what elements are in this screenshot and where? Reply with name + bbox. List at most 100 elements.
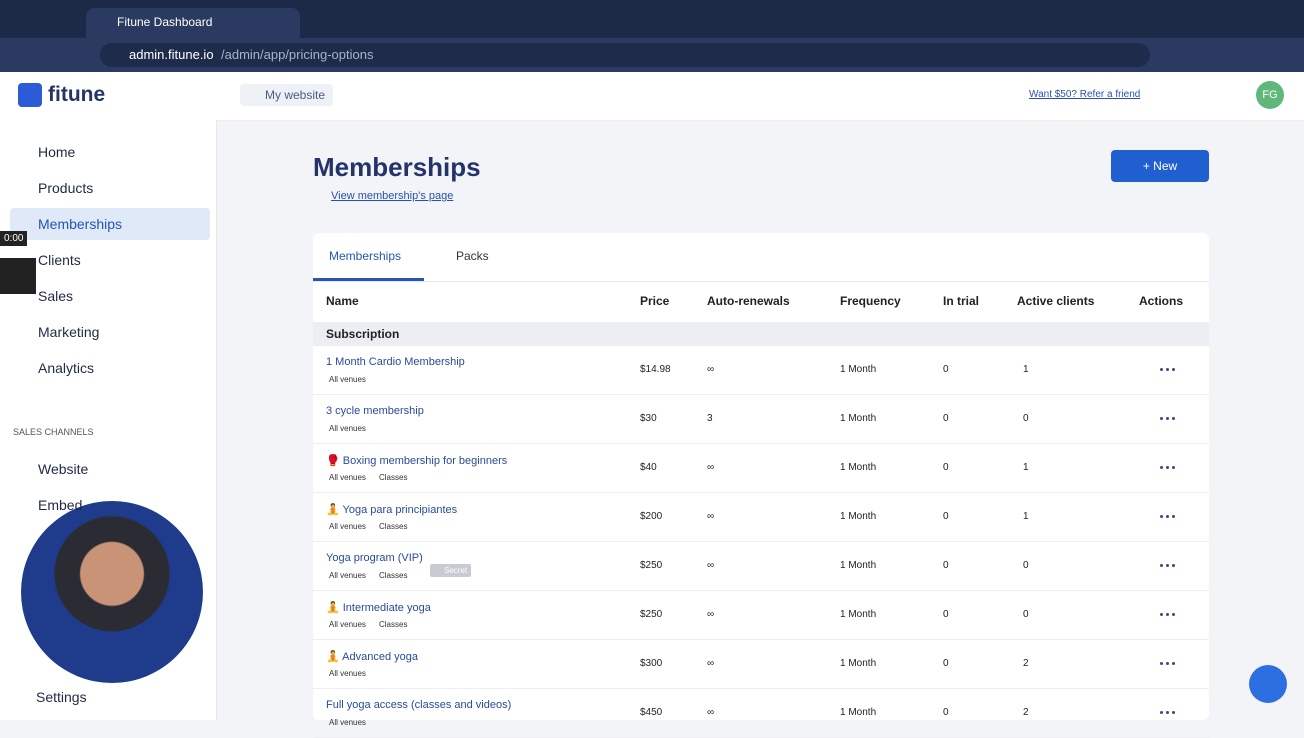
group-bg xyxy=(313,322,1209,346)
video-close[interactable] xyxy=(0,258,36,294)
column-header: Frequency xyxy=(840,294,901,308)
action-dot xyxy=(1166,417,1169,420)
nav-item[interactable]: Memberships xyxy=(38,216,123,232)
cell-frequency: 1 Month xyxy=(840,364,877,375)
tab[interactable]: Memberships xyxy=(329,249,402,263)
nav-item[interactable]: Sales xyxy=(38,288,74,304)
chat-button[interactable] xyxy=(1249,665,1287,703)
nav-item[interactable]: Marketing xyxy=(38,324,100,340)
nav-active-bg xyxy=(10,208,210,240)
section-label: SALES CHANNELS xyxy=(13,427,94,437)
my-website[interactable]: My website xyxy=(240,84,334,106)
row-divider xyxy=(313,688,1209,689)
tab[interactable]: Packs xyxy=(456,249,489,263)
cell-auto-renewals: ∞ xyxy=(707,658,715,669)
url-field[interactable] xyxy=(100,43,1150,67)
cell-auto-renewals: 3 xyxy=(707,413,713,424)
action-dot xyxy=(1172,662,1175,665)
action-dot xyxy=(1160,466,1163,469)
action-dot xyxy=(1166,613,1169,616)
cell-in-trial: 0 xyxy=(943,462,949,473)
membership-name[interactable]: 🧘 Intermediate yoga xyxy=(326,602,431,614)
membership-name[interactable]: 3 cycle membership xyxy=(326,405,424,417)
cell-active-clients: 2 xyxy=(1023,707,1029,718)
row-divider xyxy=(313,639,1209,640)
avatar[interactable]: FG xyxy=(1256,81,1284,109)
cell-in-trial: 0 xyxy=(943,707,949,718)
group-label: Subscription xyxy=(326,327,400,341)
membership-name[interactable]: 🥊 Boxing membership for beginners xyxy=(326,455,508,467)
cell-frequency: 1 Month xyxy=(840,609,877,620)
url-host: admin.fitune.io xyxy=(129,47,214,62)
cell-in-trial: 0 xyxy=(943,364,949,375)
settings[interactable]: Settings xyxy=(36,689,87,705)
membership-name[interactable]: 🧘 Yoga para principiantes xyxy=(326,504,458,516)
video-time: 0:00 xyxy=(0,231,28,246)
cell-frequency: 1 Month xyxy=(840,707,877,718)
logo-text: fitune xyxy=(48,83,106,106)
active-tab[interactable] xyxy=(86,8,300,38)
tag: All venues xyxy=(329,375,366,384)
row-divider xyxy=(313,541,1209,542)
cell-in-trial: 0 xyxy=(943,560,949,571)
tag: Classes xyxy=(379,620,408,629)
cell-frequency: 1 Month xyxy=(840,560,877,571)
action-dot xyxy=(1172,466,1175,469)
nav-item[interactable]: Products xyxy=(38,180,94,196)
membership-name[interactable]: Full yoga access (classes and videos) xyxy=(326,699,512,711)
app-header xyxy=(0,72,1304,121)
new-button[interactable]: + New xyxy=(1111,150,1209,182)
nav-item[interactable]: Clients xyxy=(38,252,81,268)
cell-frequency: 1 Month xyxy=(840,511,877,522)
nav-item[interactable]: Home xyxy=(38,144,76,160)
tag: All venues xyxy=(329,718,366,727)
cell-active-clients: 0 xyxy=(1023,560,1029,571)
tag: All venues xyxy=(329,571,366,580)
cell-active-clients: 1 xyxy=(1023,462,1029,473)
tab-title[interactable]: Fitune Dashboard xyxy=(117,15,213,29)
cell-active-clients: 0 xyxy=(1023,413,1029,424)
action-dot xyxy=(1172,613,1175,616)
cell-in-trial: 0 xyxy=(943,413,949,424)
membership-name[interactable]: Yoga program (VIP) xyxy=(326,552,423,564)
cell-active-clients: 2 xyxy=(1023,658,1029,669)
refer-link[interactable]: Want $50? Refer a friend xyxy=(1029,89,1141,100)
cell-auto-renewals: ∞ xyxy=(707,364,715,375)
tag: All venues xyxy=(329,620,366,629)
row-divider xyxy=(313,590,1209,591)
cell-active-clients: 1 xyxy=(1023,364,1029,375)
row-divider xyxy=(313,394,1209,395)
channel-item[interactable]: Website xyxy=(38,461,89,477)
cell-price: $200 xyxy=(640,511,663,522)
cell-price: $14.98 xyxy=(640,364,671,375)
cell-price: $30 xyxy=(640,413,657,424)
tab-divider xyxy=(313,281,1209,282)
action-dot xyxy=(1166,466,1169,469)
secret-badge: Secret xyxy=(430,564,472,577)
column-header: Name xyxy=(326,294,359,308)
cell-auto-renewals: ∞ xyxy=(707,560,715,571)
view-link[interactable]: View membership's page xyxy=(331,190,454,202)
row-divider xyxy=(313,492,1209,493)
nav-item[interactable]: Analytics xyxy=(38,360,95,376)
logo-icon xyxy=(18,83,42,107)
cell-frequency: 1 Month xyxy=(840,462,877,473)
column-header: Auto-renewals xyxy=(707,294,790,308)
tag: All venues xyxy=(329,669,366,678)
cell-auto-renewals: ∞ xyxy=(707,707,715,718)
action-dot xyxy=(1160,515,1163,518)
tag: Classes xyxy=(379,571,408,580)
action-dot xyxy=(1166,368,1169,371)
channel-item[interactable]: Embed xyxy=(38,497,83,513)
tag: All venues xyxy=(329,424,366,433)
cell-price: $250 xyxy=(640,609,663,620)
cell-auto-renewals: ∞ xyxy=(707,462,715,473)
column-header: Actions xyxy=(1139,294,1184,308)
membership-name[interactable]: 1 Month Cardio Membership xyxy=(326,356,465,368)
tab-underline xyxy=(313,278,424,281)
cell-price: $450 xyxy=(640,707,663,718)
page-title: Memberships xyxy=(313,152,481,182)
membership-name[interactable]: 🧘 Advanced yoga xyxy=(326,651,418,663)
action-dot xyxy=(1172,564,1175,567)
